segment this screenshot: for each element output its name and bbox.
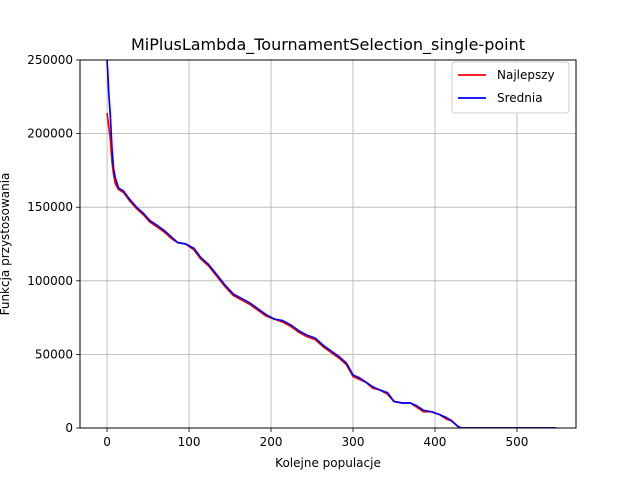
y-tick-label: 150000 xyxy=(27,200,73,214)
y-tick-label: 50000 xyxy=(35,347,73,361)
plot-frame xyxy=(79,59,577,429)
x-tick-label: 500 xyxy=(506,435,529,449)
chart-title: MiPlusLambda_TournamentSelection_single-… xyxy=(131,35,525,55)
legend-label-srednia: Srednia xyxy=(497,91,543,105)
x-tick-label: 300 xyxy=(342,435,365,449)
y-tick-label: 0 xyxy=(65,421,73,435)
grid-lines xyxy=(80,59,576,429)
x-tick-label: 200 xyxy=(260,435,283,449)
x-tick-label: 400 xyxy=(424,435,447,449)
y-tick-label: 200000 xyxy=(27,127,73,141)
legend-label-najlepszy: Najlepszy xyxy=(497,68,555,82)
series-line-srednia xyxy=(106,60,557,428)
y-tick-label: 250000 xyxy=(27,53,73,67)
x-axis-label: Kolejne populacje xyxy=(275,456,381,470)
axis-ticks: 0 100 200 300 400 500 0 50000 100000 150000 200000… xyxy=(27,53,528,449)
y-axis-label: Funkcja przystosowania xyxy=(0,173,12,316)
legend: Najlepszy Srednia xyxy=(451,61,570,114)
y-tick-label: 100000 xyxy=(27,274,73,288)
series-layer xyxy=(106,60,557,428)
x-tick-label: 100 xyxy=(178,435,201,449)
x-tick-label: 0 xyxy=(103,435,111,449)
